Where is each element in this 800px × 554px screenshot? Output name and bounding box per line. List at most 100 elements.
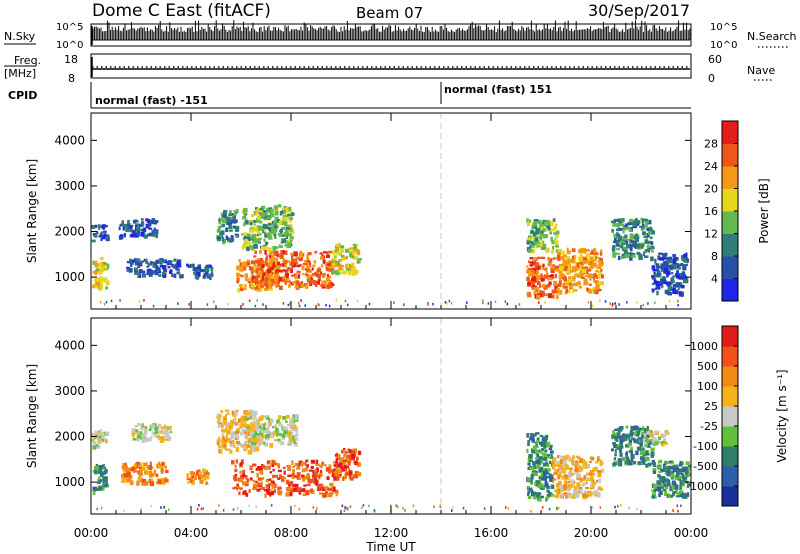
velocity-echo-cell: [134, 462, 137, 466]
power-echo-cell: [119, 235, 124, 239]
power-echo-cell: [150, 270, 154, 275]
power-echo-cell: [629, 244, 634, 247]
power-ground-speck: [427, 303, 429, 306]
power-echo-cell: [311, 267, 314, 271]
velocity-echo-cell: [262, 427, 267, 431]
velocity-echo-cell: [291, 475, 295, 480]
velocity-echo-cell: [139, 462, 143, 467]
power-echo-cell: [300, 284, 305, 288]
velocity-echo-cell: [583, 490, 588, 495]
power-echo-cell: [274, 216, 279, 222]
power-echo-cell: [545, 219, 550, 223]
velocity-echo-cell: [661, 434, 667, 438]
x-tick-label: 00:00: [74, 526, 109, 540]
power-echo-cell: [641, 219, 645, 224]
velocity-echo-cell: [635, 450, 639, 456]
velocity-echo-cell: [102, 476, 105, 482]
velocity-echo-cell: [255, 480, 258, 483]
power-echo-cell: [173, 265, 177, 269]
velocity-echo-cell: [345, 450, 348, 454]
velocity-echo-cell: [270, 480, 275, 485]
velocity-echo-cell: [101, 471, 104, 476]
power-echo-cell: [542, 240, 545, 245]
velocity-echo-cell: [655, 441, 660, 444]
power-echo-cell: [587, 258, 592, 262]
velocity-echo-cell: [186, 481, 191, 484]
power-echo-cell: [680, 264, 683, 267]
power-echo-cell: [230, 238, 235, 242]
velocity-echo-cell: [344, 459, 347, 463]
power-echo-cell: [121, 220, 125, 225]
power-echo-cell: [635, 218, 639, 223]
velocity-echo-cell: [304, 467, 308, 472]
velocity-echo-cell: [97, 476, 101, 481]
power-echo-cell: [141, 260, 145, 263]
power-echo-cell: [268, 262, 273, 267]
power-echo-cell: [264, 235, 268, 238]
velocity-echo-cell: [136, 430, 139, 435]
power-echo-cell: [351, 262, 355, 267]
power-echo-cell: [265, 276, 270, 281]
velocity-ground-speck: [402, 507, 404, 510]
power-echo-cell: [225, 220, 230, 225]
power-ground-speck: [494, 300, 497, 303]
power-echo-cell: [263, 261, 267, 266]
power-echo-cell: [261, 245, 266, 250]
power-echo-cell: [200, 269, 205, 273]
velocity-echo-cell: [653, 484, 657, 489]
power-ground-speck: [138, 300, 141, 303]
power-echo-cell: [631, 223, 636, 228]
velocity-echo-cell: [652, 462, 657, 467]
power-echo-cell: [315, 274, 319, 277]
power-ground-speck: [668, 300, 671, 303]
velocity-echo-cell: [224, 409, 230, 412]
velocity-echo-cell: [664, 460, 667, 466]
power-echo-cell: [550, 236, 553, 242]
velocity-echo-cell: [583, 475, 586, 480]
x-tick-label: 12:00: [374, 526, 409, 540]
velocity-echo-cell: [588, 472, 593, 476]
velocity-echo-cell: [557, 485, 561, 490]
velocity-echo-cell: [541, 437, 547, 442]
power-echo-cell: [683, 276, 688, 281]
power-echo-cell: [233, 210, 237, 213]
power-echo-cell: [586, 287, 589, 292]
velocity-echo-cell: [164, 477, 168, 482]
power-echo-cell: [153, 221, 158, 225]
velocity-echo-cell: [159, 438, 165, 443]
velocity-echo-cell: [246, 478, 250, 483]
velocity-echo-cell: [620, 457, 625, 461]
power-echo-cell: [618, 218, 622, 224]
power-echo-cell: [351, 250, 356, 254]
power-echo-cell: [285, 216, 289, 219]
power-echo-cell: [612, 223, 617, 227]
power-echo-cell: [206, 268, 209, 272]
velocity-echo-cell: [292, 465, 295, 468]
velocity-echo-cell: [260, 481, 263, 486]
velocity-echo-cell: [294, 417, 298, 421]
velocity-echo-cell: [540, 483, 544, 488]
power-echo-cell: [99, 286, 103, 291]
power-echo-cell: [98, 262, 103, 267]
velocity-echo-cell: [542, 441, 546, 445]
power-echo-cell: [272, 261, 276, 267]
power-echo-cell: [255, 278, 259, 283]
velocity-echo-cell: [348, 449, 352, 453]
velocity-echo-cell: [550, 484, 555, 489]
power-ground-speck: [393, 301, 395, 304]
power-y-tick-label: 2000: [54, 225, 85, 239]
velocity-echo-cell: [630, 446, 633, 451]
power-echo-cell: [664, 267, 668, 273]
power-echo-cell: [282, 207, 285, 210]
power-echo-cell: [126, 260, 130, 264]
power-echo-cell: [558, 270, 563, 274]
velocity-echo-cell: [92, 490, 96, 495]
velocity-echo-cell: [164, 479, 169, 482]
velocity-echo-cell: [555, 488, 559, 493]
velocity-echo-cell: [280, 440, 285, 446]
power-echo-cell: [586, 254, 591, 257]
power-echo-cell: [684, 259, 687, 262]
power-echo-cell: [253, 244, 258, 249]
power-echo-cell: [176, 261, 180, 265]
velocity-echo-cell: [570, 479, 574, 484]
